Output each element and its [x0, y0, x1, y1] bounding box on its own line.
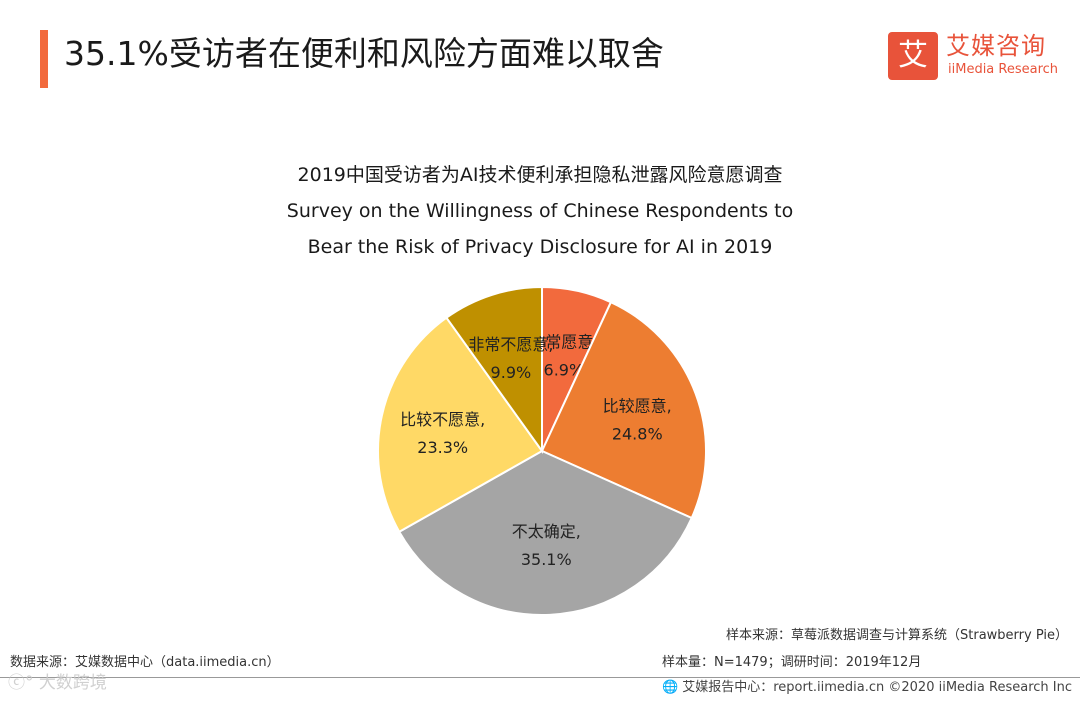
pie-slice-4: [445, 285, 543, 455]
sample-size: 样本量：N=1479；调研时间：2019年12月: [662, 655, 922, 670]
logo-name-cn: 艾媒咨询: [946, 32, 1046, 60]
pie-value-1: 24.8%: [612, 424, 663, 443]
chart-title-en-line2: Bear the Risk of Privacy Disclosure for …: [307, 236, 773, 258]
pie-value-2: 35.1%: [521, 550, 572, 569]
title-accent-bar: [40, 30, 48, 88]
footer-divider: [0, 677, 1080, 678]
data-source: 数据来源：艾媒数据中心（data.iimedia.cn）: [10, 655, 280, 670]
pie-value-3: 23.3%: [417, 438, 468, 457]
pie-label-2: 不太确定,: [512, 522, 581, 541]
pie-label-4: 非常不愿意,: [468, 335, 553, 354]
page-title: 35.1%受访者在便利和风险方面难以取舍: [64, 34, 664, 73]
pie-label-1: 比较愿意,: [603, 396, 672, 415]
chart-title-en-line1: Survey on the Willingness of Chinese Res…: [286, 200, 794, 222]
sample-source: 样本来源：草莓派数据调查与计算系统（Strawberry Pie）: [726, 628, 1068, 643]
pie-slice-2: [397, 449, 694, 616]
globe-icon: 🌐: [662, 680, 679, 695]
chart-title-cn: 2019中国受访者为AI技术便利承担隐私泄露风险意愿调查: [297, 164, 783, 186]
watermark: ⓒ° 大数跨境: [8, 673, 107, 693]
logo-mark-icon: 艾: [888, 32, 938, 80]
pie-value-4: 9.9%: [491, 363, 532, 382]
pie-slice-1: [540, 300, 707, 520]
pie-label-0: 非常愿意,: [529, 333, 598, 352]
footer-report-text: 艾媒报告中心：report.iimedia.cn ©2020 iiMedia R…: [682, 680, 1072, 695]
logo-name-en: iiMedia Research: [948, 62, 1059, 77]
pie-slice-3: [377, 316, 544, 534]
brand-logo: 艾 艾媒咨询 iiMedia Research: [888, 32, 1068, 82]
footer-report: 🌐 艾媒报告中心：report.iimedia.cn ©2020 iiMedia …: [662, 678, 1072, 698]
pie-value-0: 6.9%: [544, 361, 585, 380]
pie-label-3: 比较不愿意,: [400, 410, 485, 429]
